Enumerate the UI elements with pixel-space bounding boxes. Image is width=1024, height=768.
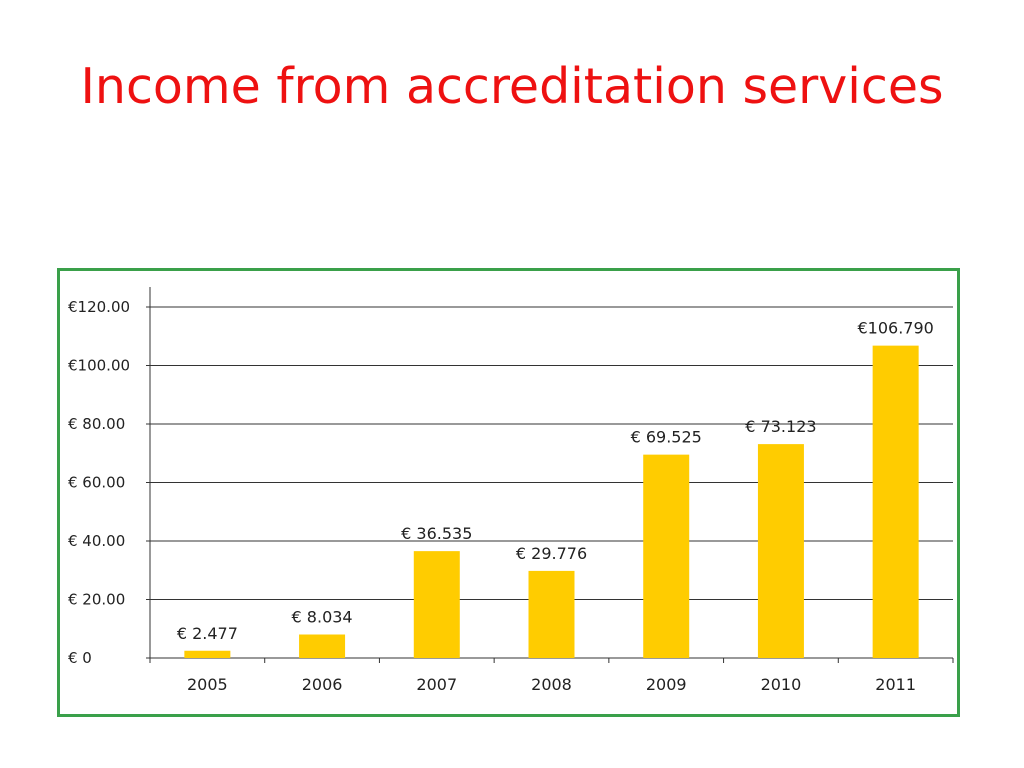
- x-tick-label: 2009: [646, 675, 687, 694]
- y-tick-label: € 20.00: [68, 591, 125, 609]
- data-label: € 73.123: [745, 417, 816, 436]
- x-tick-label: 2006: [302, 675, 343, 694]
- slide-title: Income from accreditation services: [80, 58, 944, 115]
- bar-2008: [528, 570, 575, 658]
- data-label: € 69.525: [631, 428, 702, 447]
- y-tick-label: €100.00: [68, 357, 130, 375]
- y-tick-label: € 60.00: [68, 474, 125, 492]
- data-label: € 36.535: [401, 524, 472, 543]
- y-tick-label: € 40.00: [68, 532, 125, 550]
- bar-2010: [757, 444, 804, 658]
- bar-2006: [299, 634, 346, 658]
- chart-frame: € 0 € 20.00 € 40.00 € 60.00 € 80.00 €100.00 €1…: [57, 268, 960, 717]
- data-label: € 29.776: [516, 544, 587, 563]
- y-tick-label: € 0: [68, 649, 92, 667]
- data-label: € 8.034: [292, 608, 353, 627]
- x-tick-label: 2007: [416, 675, 457, 694]
- x-tick-label: 2008: [531, 675, 572, 694]
- data-label: €106.790: [857, 319, 933, 338]
- bar-2011: [872, 345, 919, 658]
- x-tick-label: 2010: [761, 675, 802, 694]
- bar-2005: [184, 650, 231, 658]
- y-tick-label: €120.00: [68, 298, 130, 316]
- bar-chart: € 0 € 20.00 € 40.00 € 60.00 € 80.00 €100.00 €1…: [68, 287, 954, 694]
- x-tick-label: 2005: [187, 675, 228, 694]
- data-label: € 2.477: [177, 624, 238, 643]
- y-tick-label: € 80.00: [68, 415, 125, 433]
- bar-2007: [413, 551, 460, 658]
- bar-2009: [643, 454, 690, 658]
- x-tick-label: 2011: [875, 675, 916, 694]
